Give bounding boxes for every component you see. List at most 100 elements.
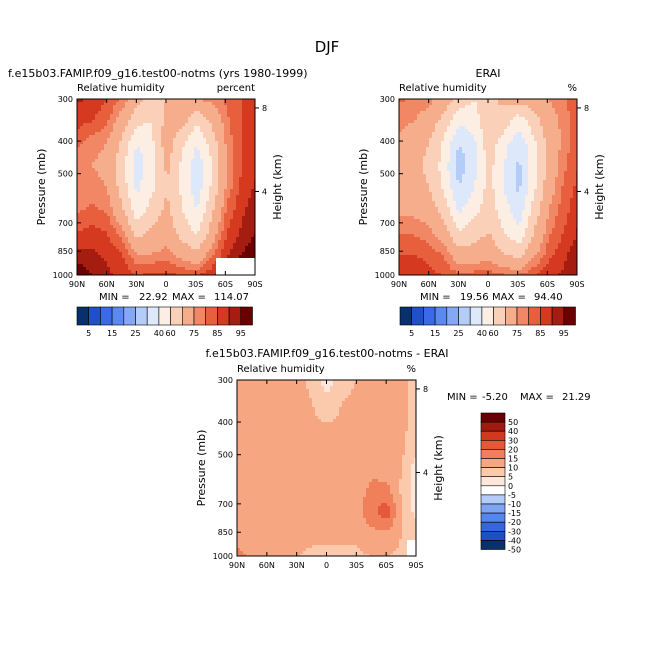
heat-cell: [248, 123, 252, 127]
heat-cell: [519, 114, 523, 118]
heat-cell: [507, 150, 511, 154]
heat-cell: [152, 225, 156, 229]
heat-cell: [513, 138, 517, 142]
heat-cell: [152, 264, 156, 268]
heat-cell: [128, 270, 132, 274]
heat-cell: [426, 153, 430, 157]
heat-cell: [248, 150, 252, 154]
heat-cell: [230, 135, 234, 139]
heat-cell: [570, 162, 574, 166]
heat-cell: [218, 183, 222, 187]
heat-cell: [89, 201, 93, 205]
heat-cell: [474, 147, 478, 151]
colorbar-label: 85: [212, 329, 222, 338]
heat-cell: [212, 144, 216, 148]
heat-cell: [251, 234, 255, 238]
heat-cell: [137, 270, 141, 274]
heat-cell: [101, 216, 105, 220]
heat-cell: [495, 132, 499, 136]
heat-cell: [212, 219, 216, 223]
heat-cell: [194, 108, 198, 112]
heat-cell: [456, 162, 460, 166]
heat-cell: [230, 159, 234, 163]
heat-cell: [215, 237, 219, 241]
heat-cell: [200, 210, 204, 214]
heat-cell: [110, 141, 114, 145]
heat-cell: [242, 180, 246, 184]
heat-cell: [188, 210, 192, 214]
heat-cell: [179, 171, 183, 175]
heat-cell: [182, 216, 186, 220]
heat-cell: [146, 231, 150, 235]
heat-cell: [77, 99, 81, 103]
heat-cell: [185, 171, 189, 175]
heat-cell: [137, 168, 141, 172]
heat-cell: [221, 123, 225, 127]
heat-cell: [164, 111, 168, 115]
heat-cell: [110, 165, 114, 169]
heat-cell: [158, 153, 162, 157]
heat-cell: [83, 261, 87, 265]
heat-cell: [480, 117, 484, 121]
heat-cell: [215, 183, 219, 187]
heat-cell: [182, 186, 186, 190]
heat-cell: [492, 153, 496, 157]
heat-cell: [185, 210, 189, 214]
heat-cell: [227, 120, 231, 124]
heat-cell: [95, 246, 99, 250]
heat-cell: [417, 150, 421, 154]
heat-cell: [194, 216, 198, 220]
heat-cell: [98, 237, 102, 241]
heat-cell: [408, 165, 412, 169]
heat-cell: [233, 255, 237, 259]
heat-cell: [86, 264, 90, 268]
heat-cell: [483, 120, 487, 124]
heat-cell: [200, 147, 204, 151]
heat-cell: [564, 129, 568, 133]
heat-cell: [110, 231, 114, 235]
heat-cell: [101, 225, 105, 229]
heat-cell: [173, 255, 177, 259]
heat-cell: [239, 255, 243, 259]
heat-cell: [248, 219, 252, 223]
heat-cell: [230, 168, 234, 172]
heat-cell: [113, 159, 117, 163]
heat-cell: [77, 138, 81, 142]
heat-cell: [173, 213, 177, 217]
heat-cell: [438, 99, 442, 103]
heat-cell: [435, 159, 439, 163]
heat-cell: [465, 165, 469, 169]
heat-cell: [245, 165, 249, 169]
heat-cell: [504, 141, 508, 145]
heat-cell: [95, 180, 99, 184]
heat-cell: [188, 207, 192, 211]
heat-cell: [161, 219, 165, 223]
heat-cell: [107, 252, 111, 256]
heat-cell: [402, 153, 406, 157]
heat-cell: [450, 102, 454, 106]
heat-cell: [546, 159, 550, 163]
heat-cell: [212, 213, 216, 217]
heat-cell: [125, 246, 129, 250]
heat-cell: [89, 138, 93, 142]
heat-cell: [242, 120, 246, 124]
heat-cell: [167, 246, 171, 250]
heat-cell: [471, 147, 475, 151]
heat-cell: [89, 150, 93, 154]
heat-cell: [161, 195, 165, 199]
heat-cell: [561, 114, 565, 118]
heat-cell: [519, 111, 523, 115]
heat-cell: [248, 252, 252, 256]
heat-cell: [233, 249, 237, 253]
heat-cell: [537, 114, 541, 118]
heat-cell: [206, 174, 210, 178]
heat-cell: [435, 162, 439, 166]
heat-cell: [203, 267, 207, 271]
heat-cell: [486, 111, 490, 115]
heat-cell: [86, 273, 90, 275]
heat-cell: [149, 219, 153, 223]
heat-cell: [519, 153, 523, 157]
heat-cell: [429, 144, 433, 148]
heat-cell: [203, 219, 207, 223]
heat-cell: [251, 231, 255, 235]
